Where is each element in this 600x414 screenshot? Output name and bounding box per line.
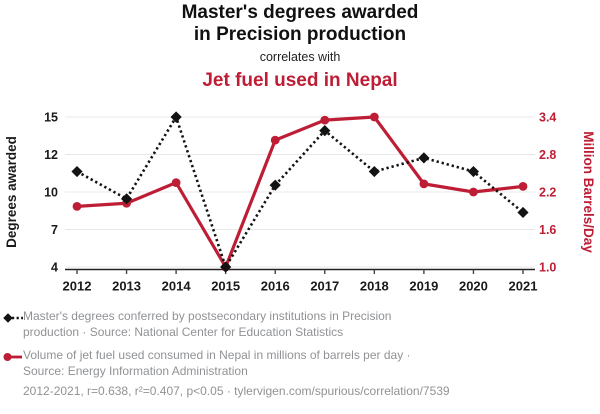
left-tick-label: 12 [44, 148, 58, 162]
jet-fuel-line [76, 115, 524, 269]
legend-item-jet-fuel: Volume of jet fuel used consumed in Nepa… [3, 348, 563, 379]
jet-fuel-point-2019 [419, 179, 429, 189]
jet-fuel-point-2021 [518, 181, 528, 191]
title-block: Master's degrees awarded in Precision pr… [0, 2, 600, 91]
x-tick-label: 2013 [112, 279, 141, 294]
masters-degrees-point-2017 [319, 125, 331, 137]
jet-fuel-point-2012 [72, 201, 82, 211]
x-tick-label: 2019 [409, 279, 438, 294]
right-axis-title: Million Barrels/Day [581, 131, 596, 253]
legend-line: Source: Energy Information Administratio… [23, 364, 248, 379]
right-tick-label: 1.6 [539, 223, 556, 237]
x-tick-label: 2017 [310, 279, 339, 294]
masters-degrees-point-2014 [170, 111, 182, 123]
masters-degrees-point-2013 [120, 193, 133, 205]
left-axis-title: Degrees awarded [4, 136, 19, 248]
legend-text-jet-fuel: Volume of jet fuel used consumed in Nepa… [23, 348, 411, 379]
masters-degrees-point-2016 [269, 179, 281, 191]
right-tick-label: 2.2 [539, 186, 556, 200]
jet-fuel-point-2016 [270, 135, 280, 145]
masters-degrees-point-2012 [71, 165, 83, 178]
stats-footer: 2012-2021, r=0.638, r²=0.407, p<0.05 · t… [23, 384, 450, 398]
masters-degrees-legend-marker [3, 313, 23, 323]
chart-title-line2: in Precision production [193, 23, 407, 45]
correlates-with-label: correlates with [259, 50, 341, 64]
right-tick-label: 2.8 [539, 148, 556, 162]
masters-degrees-point-2020 [467, 165, 480, 178]
x-tick-label: 2015 [211, 279, 240, 294]
left-tick-label: 15 [44, 111, 58, 125]
legend: Master's degrees conferred by postsecond… [3, 309, 563, 388]
legend-item-masters-degrees: Master's degrees conferred by postsecond… [3, 309, 563, 340]
jet-fuel-point-2014 [171, 178, 181, 188]
x-tick-label: 2021 [509, 279, 538, 294]
legend-line: Master's degrees conferred by postsecond… [23, 309, 392, 323]
masters-degrees-point-2018 [368, 165, 380, 178]
masters-degrees-point-2021 [517, 206, 529, 219]
legend-line: production · Source: National Center for… [23, 324, 344, 339]
x-tick-label: 2016 [261, 279, 290, 294]
jet-fuel-point-2017 [320, 115, 330, 125]
chart-subtitle: Jet fuel used in Nepal [202, 70, 398, 91]
x-tick-label: 2020 [459, 279, 488, 294]
chart-title-line1: Master's degrees awarded [181, 2, 419, 23]
left-tick-label: 10 [44, 186, 58, 200]
masters-degrees-line [76, 115, 524, 269]
jet-fuel-point-2020 [469, 187, 478, 197]
x-tick-label: 2014 [162, 279, 192, 294]
masters-degrees-point-2019 [418, 152, 430, 164]
x-tick-label: 2018 [360, 279, 389, 294]
x-tick-label: 2012 [63, 279, 92, 294]
jet-fuel-legend-marker [3, 353, 22, 362]
masters-degrees-point-2015 [220, 261, 232, 273]
right-tick-label: 3.4 [539, 111, 556, 125]
legend-line: Volume of jet fuel used consumed in Nepa… [23, 348, 411, 363]
right-tick-label: 1.0 [539, 261, 556, 275]
legend-text-masters-degrees: Master's degrees conferred by postsecond… [23, 309, 391, 340]
left-tick-label: 7 [51, 223, 58, 237]
left-tick-label: 4 [51, 261, 58, 275]
jet-fuel-point-2018 [369, 112, 379, 122]
